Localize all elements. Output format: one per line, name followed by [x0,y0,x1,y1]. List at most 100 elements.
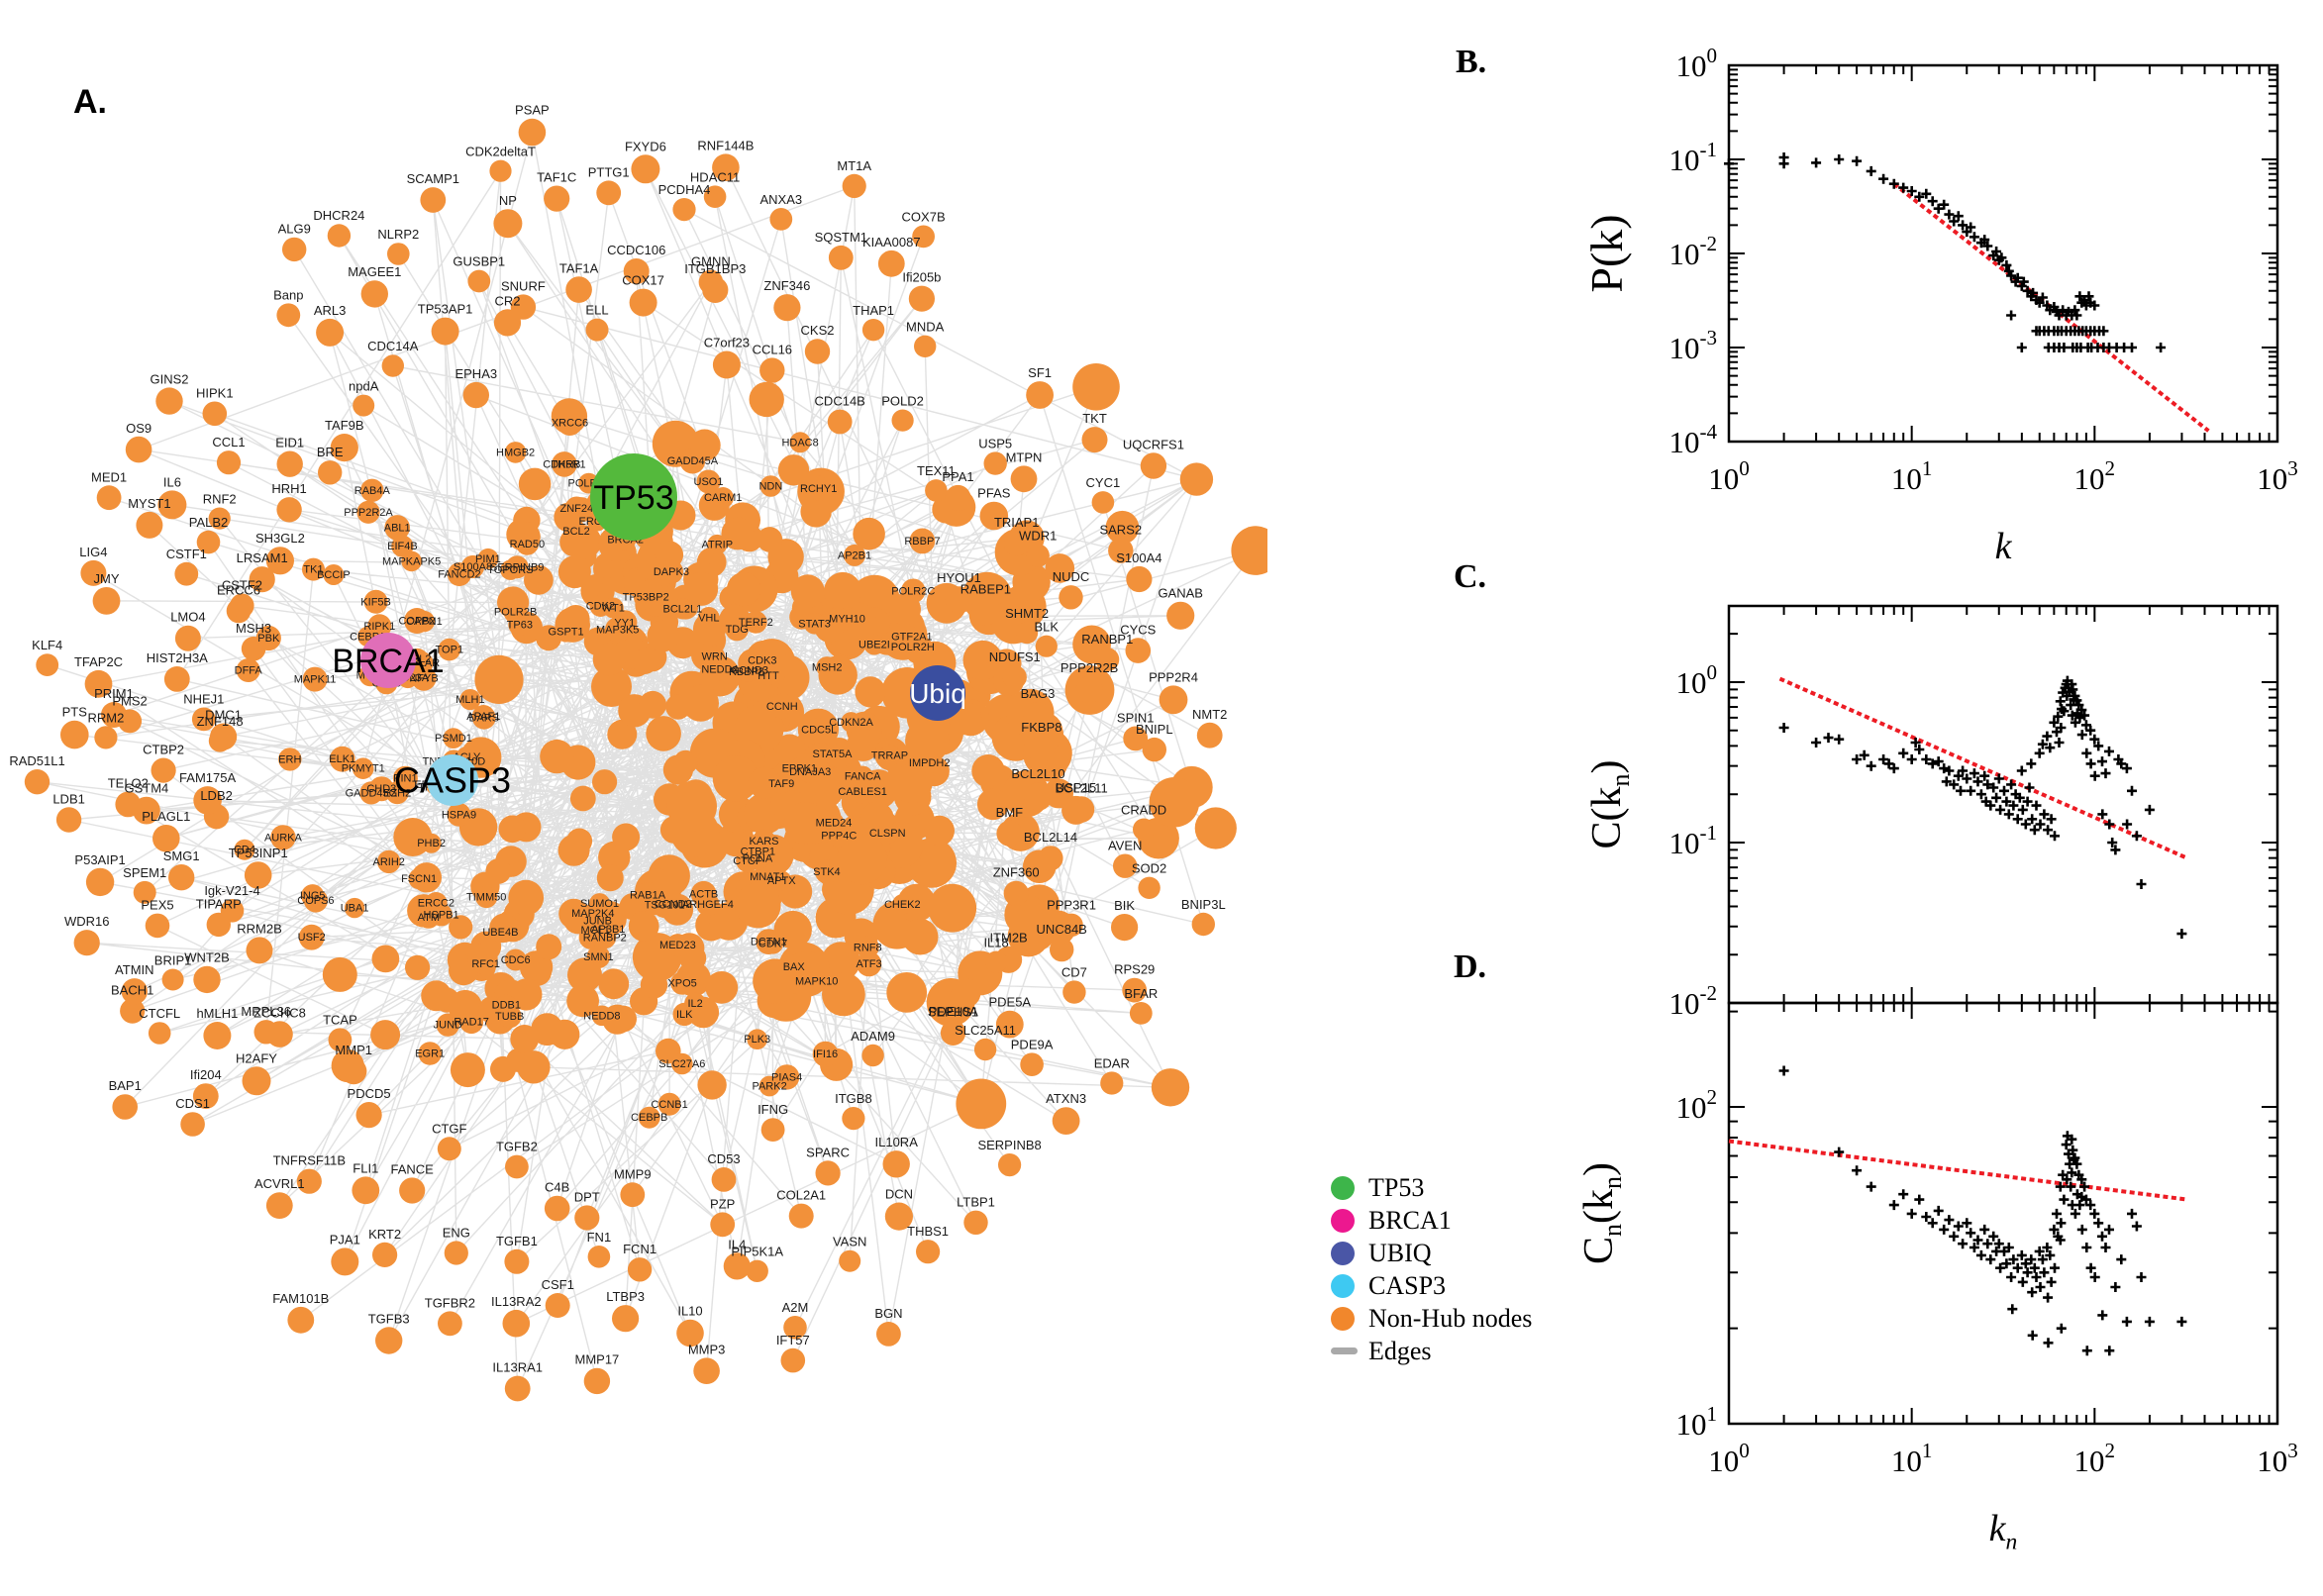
x-tick-label: 101 [1891,1439,1933,1478]
network-node [693,1357,720,1384]
network-node-label: MLH1 [455,694,484,706]
network-node-label: VHL [698,612,719,624]
network-node [979,501,1009,531]
network-node [780,1347,806,1373]
network-node [163,666,190,692]
network-node [973,1038,997,1061]
network-node [592,769,618,795]
network-node [1050,937,1074,962]
network-node-label: IL13RA2 [491,1294,542,1309]
network-node [136,511,163,539]
network-node [1231,526,1267,575]
network-node-label: C7orf23 [704,336,750,350]
network-node-label: TP63 [507,619,533,631]
network-node-label: HMGB2 [496,447,535,458]
network-node [322,956,357,992]
network-node-label: BNIP3L [1181,897,1226,912]
network-node [265,1192,293,1219]
network-node-label: TDG [726,624,749,636]
network-node-label: ARIH2 [372,856,404,868]
network-node [1113,853,1138,878]
x-tick-label: 100 [1708,456,1750,496]
network-node-label: STAT5A [813,748,854,760]
network-node-label: PBK [257,633,280,645]
network-node-label: TGFB3 [368,1311,410,1326]
network-node [1159,685,1188,715]
network-node [544,185,570,212]
network-node [771,870,792,891]
network-node-label: PHB2 [417,838,446,849]
network-node [502,1309,531,1338]
network-node-label: BMF [996,805,1024,820]
network-node-label: USP5 [978,436,1012,450]
network-node [759,475,782,497]
network-node [769,693,795,720]
network-node-label: WRN [702,651,728,663]
network-node-label: A2M [782,1300,809,1315]
network-node-label: CAPN1 [406,616,443,628]
network-node-label: HSPA9 [442,809,476,821]
network-node-label: EID1 [275,436,304,450]
network-node [55,807,82,833]
network-node [800,496,832,528]
network-node-label: TP53AP1 [418,302,473,317]
network-node-label: ARHGEF4 [682,899,734,911]
network-node [727,571,761,607]
network-node-label: CCL16 [753,342,792,356]
network-node [174,561,199,586]
network-node [983,451,1007,475]
network-node [909,528,936,554]
network-node [287,1306,315,1334]
network-node-label: SPIN1 [1117,711,1155,726]
network-node-label: SUMO1 [580,898,619,910]
network-node [773,734,806,765]
network-node [914,335,937,357]
network-node [1035,635,1058,657]
network-node-label: AP2B1 [838,549,871,561]
network-node [839,1249,861,1272]
network-node [705,971,739,1004]
network-node [971,597,1000,626]
network-node-label: MED23 [659,940,696,951]
network-node-label: ADAM9 [851,1029,895,1044]
network-node-label: ANXA3 [759,192,802,207]
network-node [36,653,59,676]
network-node [157,490,187,520]
network-node-label: MNAT1 [750,871,785,883]
network-node-label: PCDHA4 [658,182,711,197]
network-node [500,559,521,580]
brca1-swatch-icon [1331,1208,1355,1233]
network-node-label: ALG9 [278,222,311,237]
network-node [1133,818,1156,841]
network-node [647,620,679,652]
network-node [756,929,782,954]
network-node [951,978,981,1008]
network-node [168,864,195,891]
network-node [612,823,641,851]
network-node [404,608,431,634]
network-node [471,705,496,730]
network-node [806,475,832,501]
network-node-label: SQSTM1 [815,230,867,245]
network-node-label: CD4 [234,845,255,856]
network-node [276,303,301,328]
network-node-label: EPHA3 [454,366,497,381]
network-node [276,450,303,477]
network-node-label: SNURF [501,278,546,293]
network-node [301,884,325,908]
y-tick-label: 10-2 [1668,981,1717,1021]
network-node-label: RAD51L1 [9,753,64,768]
network-node-label: BACH1 [111,983,153,998]
network-node [517,1050,551,1084]
network-node-label: POLR2C [891,585,935,597]
network-node-label: SARS2 [1099,522,1142,537]
network-node-label: VASN [833,1235,866,1249]
network-node-label: LIG4 [79,545,107,559]
panel-label-a: A. [73,83,107,121]
network-node-label: PJA1 [330,1232,360,1247]
network-node [1179,462,1214,496]
network-node [196,530,221,554]
network-node [1067,796,1095,823]
network-node-label: KLF4 [32,638,62,652]
